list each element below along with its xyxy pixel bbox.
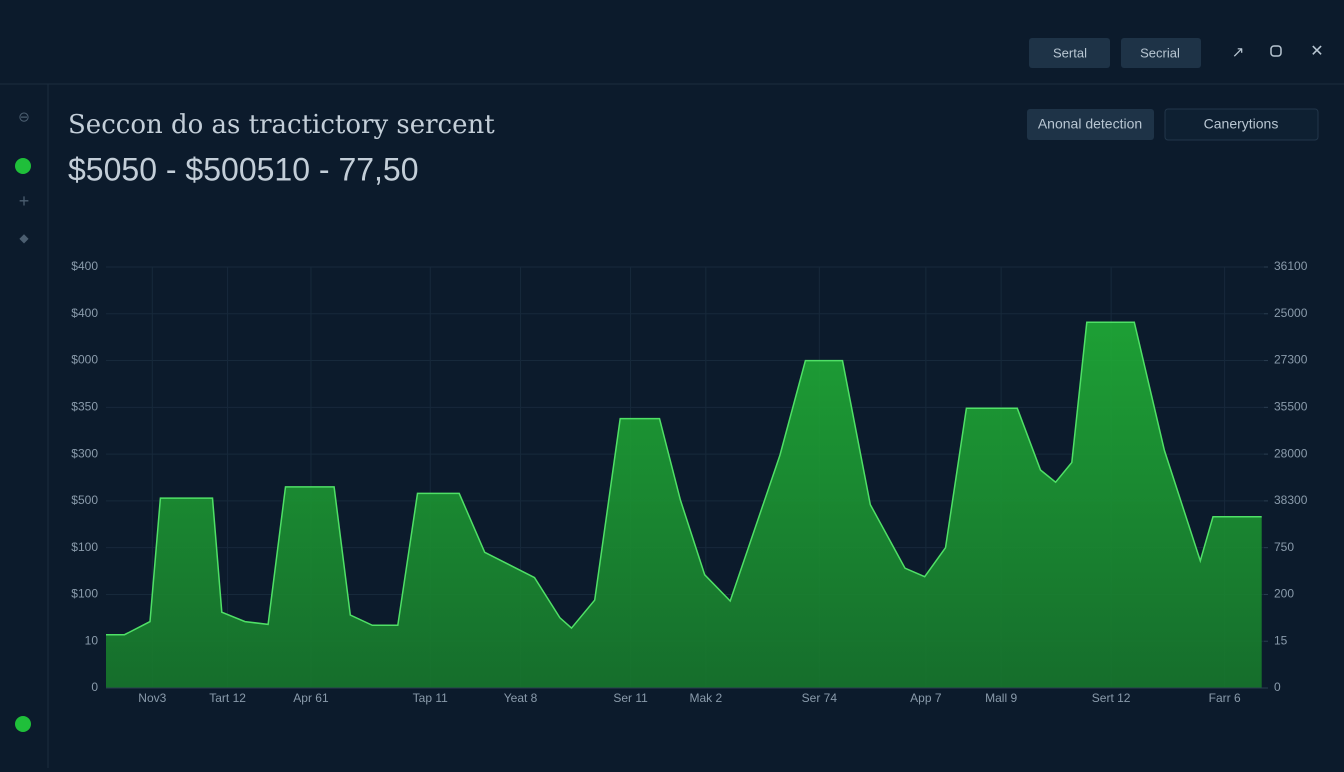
x-tick-label: App 7	[910, 691, 942, 705]
sidebar-icon[interactable]: ◆	[19, 231, 29, 245]
action-button-label: Anonal detection	[1038, 116, 1142, 132]
x-tick-label: Mak 2	[690, 691, 723, 705]
y2-tick-label: 15	[1274, 633, 1288, 647]
action-button[interactable]	[1164, 108, 1319, 141]
y2-tick-label: 28000	[1274, 446, 1308, 460]
status-dot	[15, 158, 31, 174]
sidebar-icon[interactable]: ⊖	[18, 109, 30, 125]
x-tick-label: Ser 11	[613, 691, 648, 705]
x-tick-label: Nov3	[138, 691, 166, 705]
status-dot	[15, 716, 31, 732]
y-tick-label: $400	[71, 306, 98, 320]
y-tick-label: $000	[71, 353, 98, 367]
x-tick-label: Tart 12	[209, 691, 246, 705]
y2-tick-label: 27300	[1274, 353, 1308, 367]
x-tick-label: Mall 9	[985, 691, 1017, 705]
sidebar-icon[interactable]: +	[19, 191, 30, 211]
x-tick-label: Yeat 8	[504, 691, 538, 705]
toolbar-button[interactable]	[1121, 38, 1201, 68]
x-tick-label: Tap 11	[413, 691, 448, 705]
subtitle: $5050 - $500510 - 77,50	[68, 151, 419, 187]
x-tick-label: Apr 61	[293, 691, 329, 705]
x-tick-label: Ser 74	[802, 691, 838, 705]
y-tick-label: $500	[71, 493, 98, 507]
x-tick-label: Farr 6	[1209, 691, 1241, 705]
y2-tick-label: 25000	[1274, 306, 1308, 320]
y2-tick-label: 36100	[1274, 259, 1308, 273]
icon-expand[interactable]: ↗	[1232, 44, 1245, 61]
toolbar-button-label: Sertal	[1053, 45, 1087, 60]
y2-tick-label: 38300	[1274, 493, 1308, 507]
y-tick-label: $100	[71, 587, 98, 601]
area	[106, 322, 1262, 688]
y-tick-label: 0	[91, 680, 98, 694]
y-tick-label: $400	[71, 259, 98, 273]
y2-tick-label: 750	[1274, 540, 1294, 554]
y-tick-label: $350	[71, 400, 98, 414]
icon-bell[interactable]	[1270, 45, 1282, 57]
y-tick-label: 10	[85, 633, 99, 647]
y2-tick-label: 35500	[1274, 400, 1308, 414]
y2-tick-label: 0	[1274, 680, 1281, 694]
y2-tick-label: 200	[1274, 587, 1294, 601]
action-button-label: Canerytions	[1204, 116, 1279, 132]
area-line	[106, 321, 1262, 636]
y-tick-label: $300	[71, 446, 98, 460]
action-button[interactable]	[1027, 109, 1154, 140]
title: Seccon do as tractictory sercent	[68, 110, 495, 140]
y-tick-label: $100	[71, 540, 98, 554]
x-tick-label: Sert 12	[1092, 691, 1131, 705]
toolbar-button-label: Secrial	[1140, 45, 1180, 60]
icon-close[interactable]: ✕	[1310, 43, 1323, 60]
toolbar-button[interactable]	[1029, 38, 1110, 68]
